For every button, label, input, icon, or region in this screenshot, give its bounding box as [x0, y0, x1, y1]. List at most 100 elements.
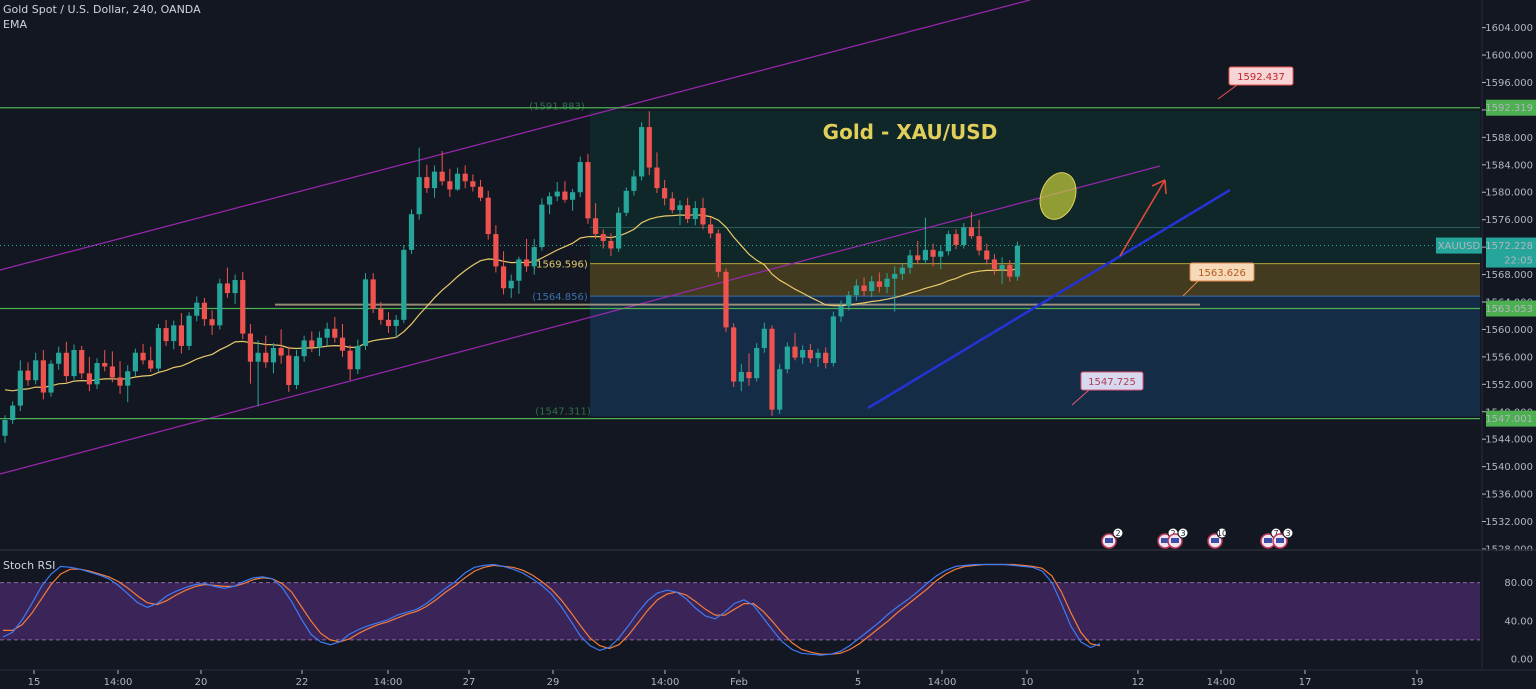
- candle[interactable]: [209, 310, 215, 335]
- candle-body[interactable]: [899, 267, 905, 274]
- candle[interactable]: [677, 200, 683, 226]
- candle[interactable]: [838, 300, 844, 322]
- candle[interactable]: [25, 362, 31, 386]
- candle-body[interactable]: [493, 234, 499, 267]
- candle[interactable]: [999, 257, 1005, 285]
- candle-body[interactable]: [33, 360, 39, 381]
- candle-body[interactable]: [631, 176, 637, 191]
- economic-event-marker[interactable]: 3: [1272, 527, 1294, 549]
- candle[interactable]: [646, 111, 652, 176]
- candle-body[interactable]: [1014, 245, 1021, 277]
- candle[interactable]: [240, 271, 246, 340]
- candle[interactable]: [439, 151, 445, 186]
- candle-body[interactable]: [309, 340, 315, 348]
- candle[interactable]: [639, 122, 645, 181]
- candle[interactable]: [569, 188, 576, 211]
- candle-body[interactable]: [109, 366, 115, 378]
- candle[interactable]: [761, 322, 767, 353]
- candle[interactable]: [454, 167, 461, 191]
- candle-body[interactable]: [470, 181, 476, 187]
- candle-body[interactable]: [125, 371, 131, 386]
- candle-body[interactable]: [838, 306, 844, 317]
- candle[interactable]: [79, 345, 85, 379]
- candle-body[interactable]: [577, 162, 583, 193]
- candle[interactable]: [968, 212, 975, 239]
- candle-body[interactable]: [569, 192, 576, 200]
- candle[interactable]: [853, 279, 859, 301]
- candle[interactable]: [309, 331, 315, 353]
- symbol-price-tag[interactable]: XAUUSD 1572.228 22:05: [1436, 237, 1536, 268]
- candle[interactable]: [777, 363, 783, 414]
- candle-body[interactable]: [976, 236, 982, 251]
- candle[interactable]: [892, 266, 898, 312]
- candle-body[interactable]: [86, 373, 92, 385]
- stoch-rsi-panel[interactable]: 80.00 40.00 0.00: [0, 549, 1536, 669]
- candle[interactable]: [56, 346, 62, 370]
- candle[interactable]: [623, 187, 629, 217]
- candle[interactable]: [669, 192, 675, 214]
- candle-body[interactable]: [485, 197, 491, 235]
- candle-body[interactable]: [370, 279, 376, 309]
- candle[interactable]: [807, 343, 813, 364]
- candle[interactable]: [685, 197, 691, 224]
- candle-body[interactable]: [646, 127, 652, 168]
- economic-event-marker[interactable]: 10: [1207, 527, 1228, 549]
- candle[interactable]: [915, 240, 921, 265]
- candle[interactable]: [178, 312, 185, 354]
- candle-body[interactable]: [531, 247, 537, 267]
- candle[interactable]: [270, 343, 277, 374]
- candle-body[interactable]: [984, 250, 990, 260]
- candle-body[interactable]: [477, 186, 484, 198]
- candle-body[interactable]: [255, 352, 261, 362]
- candle-body[interactable]: [194, 302, 200, 316]
- candle[interactable]: [616, 207, 622, 252]
- candle[interactable]: [884, 273, 890, 294]
- candle-body[interactable]: [623, 190, 629, 213]
- candle-body[interactable]: [876, 281, 882, 287]
- candle-body[interactable]: [723, 271, 729, 328]
- candle[interactable]: [355, 339, 361, 375]
- candle[interactable]: [247, 323, 254, 384]
- candle-body[interactable]: [784, 346, 790, 370]
- price-callout[interactable]: 1592.437: [1217, 66, 1294, 100]
- candle[interactable]: [301, 335, 307, 362]
- candle-body[interactable]: [738, 371, 744, 382]
- candle[interactable]: [754, 343, 760, 382]
- candle[interactable]: [362, 273, 369, 351]
- price-callout[interactable]: 1547.725: [1071, 371, 1144, 406]
- candle[interactable]: [800, 345, 806, 364]
- candle-body[interactable]: [25, 370, 31, 381]
- time-axis[interactable]: 15 14:00 20 22 14:00 27 29 14:00 Feb 5 14:00 10 12 14…: [0, 669, 1536, 688]
- candle[interactable]: [232, 274, 238, 305]
- candle[interactable]: [861, 277, 867, 297]
- candle[interactable]: [485, 190, 491, 240]
- candle-body[interactable]: [439, 171, 445, 182]
- candle-body[interactable]: [539, 204, 545, 248]
- candle-body[interactable]: [592, 218, 599, 235]
- candle-body[interactable]: [171, 325, 177, 342]
- candle[interactable]: [876, 272, 882, 293]
- candle-body[interactable]: [915, 255, 921, 261]
- candle[interactable]: [2, 415, 8, 443]
- candle-body[interactable]: [777, 369, 783, 410]
- candle[interactable]: [40, 350, 46, 400]
- candle[interactable]: [731, 323, 737, 388]
- candle-body[interactable]: [48, 363, 54, 393]
- candle[interactable]: [953, 229, 959, 250]
- candle[interactable]: [393, 315, 399, 338]
- candle[interactable]: [316, 331, 323, 357]
- candle[interactable]: [493, 225, 499, 273]
- candle-body[interactable]: [263, 352, 269, 363]
- candle-body[interactable]: [270, 347, 277, 363]
- candle[interactable]: [738, 363, 744, 392]
- candle-body[interactable]: [148, 360, 154, 369]
- candle[interactable]: [539, 198, 545, 251]
- candle[interactable]: [554, 181, 560, 202]
- candle[interactable]: [71, 344, 77, 380]
- candle-body[interactable]: [240, 280, 246, 334]
- candle[interactable]: [991, 253, 998, 275]
- candle-body[interactable]: [654, 167, 660, 189]
- candle[interactable]: [562, 181, 568, 203]
- candle[interactable]: [324, 322, 330, 346]
- candle[interactable]: [194, 296, 200, 322]
